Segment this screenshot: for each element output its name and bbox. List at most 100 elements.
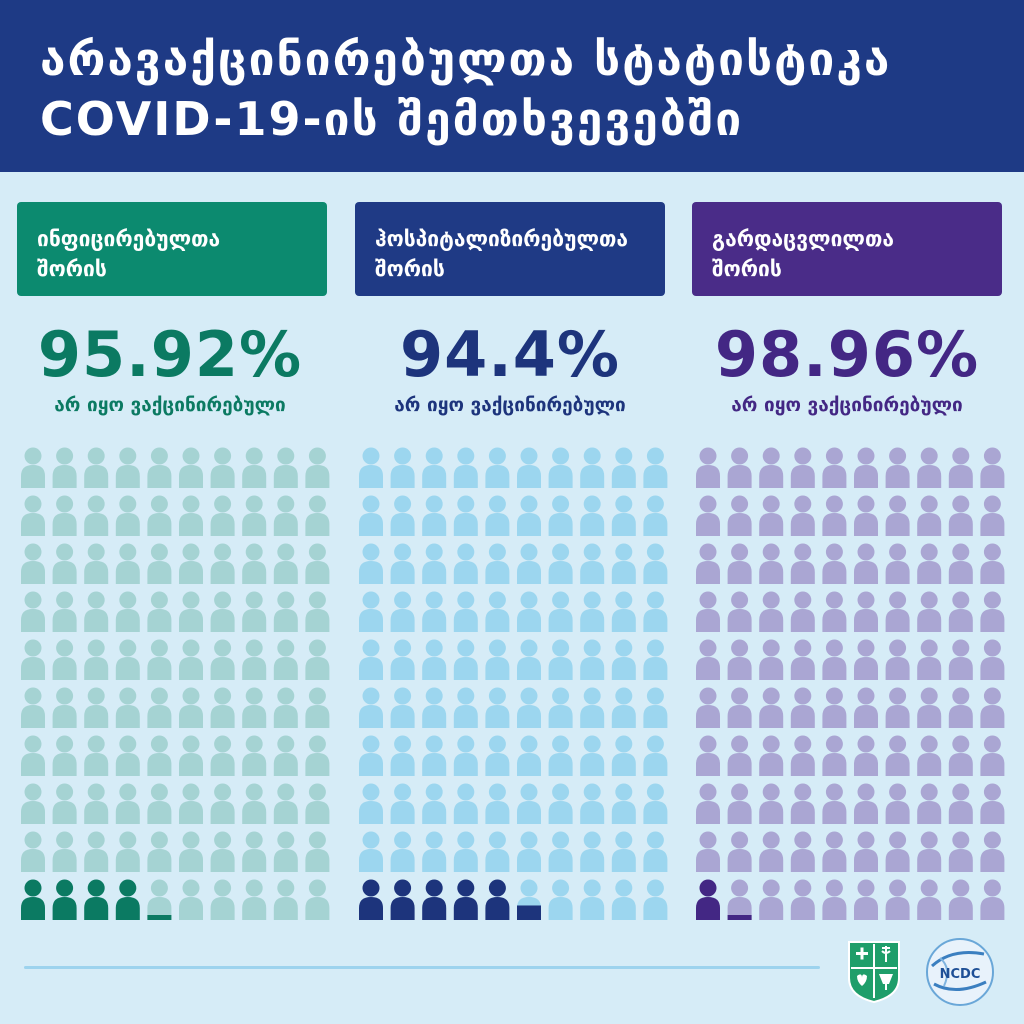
person-icon (696, 735, 720, 776)
person-icon (885, 495, 910, 536)
person-icon (359, 783, 383, 824)
person-icon (822, 831, 847, 872)
person-icon (885, 879, 910, 920)
person-icon (210, 639, 235, 680)
person-icon (453, 495, 478, 536)
person-icon (885, 639, 910, 680)
title-banner: არავაქცინირებულთა სტატისტიკა COVID-19-ის… (0, 0, 1024, 172)
person-icon (210, 879, 235, 920)
person-icon (759, 495, 784, 536)
person-icon (422, 879, 447, 920)
person-icon (980, 831, 1005, 872)
person-icon (611, 735, 636, 776)
person-icon (390, 543, 415, 584)
person-icon (147, 783, 172, 824)
person-icon (84, 495, 109, 536)
person-icon (390, 591, 415, 632)
person-icon (21, 687, 45, 728)
person-icon (948, 639, 973, 680)
person-icon (147, 687, 172, 728)
person-icon (854, 543, 878, 584)
person-icon (611, 495, 636, 536)
panel-label-line-1: ჰოსპიტალიზირებულთა (375, 227, 629, 251)
person-icon (790, 783, 815, 824)
person-icon (179, 591, 203, 632)
person-icon (759, 831, 784, 872)
person-icon (210, 735, 235, 776)
person-icon (390, 735, 415, 776)
person-icon (948, 783, 973, 824)
person-icon (242, 879, 267, 920)
person-icon (727, 783, 752, 824)
person-icon (696, 639, 720, 680)
person-icon (52, 735, 77, 776)
person-icon (822, 687, 847, 728)
person-icon (242, 543, 267, 584)
panel-label-line-1: ინფიცირებულთა (37, 227, 221, 251)
person-icon (948, 495, 973, 536)
person-icon (917, 783, 942, 824)
person-icon (580, 783, 605, 824)
person-icon (917, 879, 942, 920)
person-icon (580, 495, 605, 536)
person-icon (359, 831, 383, 872)
person-icon (21, 495, 45, 536)
person-icon (759, 735, 784, 776)
pictogram-hospitalized (359, 447, 668, 920)
person-icon (242, 639, 267, 680)
person-icon (854, 879, 878, 920)
person-icon (854, 639, 878, 680)
person-icon (359, 591, 383, 632)
partial-person-fill (727, 915, 752, 920)
person-icon (759, 447, 784, 488)
person-icon (115, 735, 140, 776)
person-icon (305, 591, 330, 632)
person-icon (305, 735, 330, 776)
person-icon (305, 687, 330, 728)
person-icon (696, 687, 720, 728)
person-icon (179, 735, 203, 776)
person-icon (21, 543, 45, 584)
person-icon (305, 543, 330, 584)
person-icon (643, 735, 668, 776)
person-icon (643, 687, 668, 728)
person-icon (948, 543, 973, 584)
person-icon (917, 687, 942, 728)
person-icon (611, 783, 636, 824)
person-icon (390, 447, 415, 488)
person-icon (115, 639, 140, 680)
person-icon (548, 591, 573, 632)
person-icon (359, 447, 383, 488)
person-icon (759, 783, 784, 824)
person-icon (179, 639, 203, 680)
person-icon (759, 543, 784, 584)
person-icon (727, 735, 752, 776)
person-icon (84, 639, 109, 680)
person-icon (980, 879, 1005, 920)
person-icon (759, 687, 784, 728)
person-icon (242, 495, 267, 536)
person-icon (696, 831, 720, 872)
person-icon (643, 831, 668, 872)
note-deceased: არ იყო ვაქცინირებული (731, 394, 963, 416)
person-icon (422, 447, 447, 488)
person-icon (580, 543, 605, 584)
person-icon (917, 591, 942, 632)
person-icon (179, 495, 203, 536)
person-icon (147, 447, 172, 488)
person-icon (611, 879, 636, 920)
person-icon (273, 639, 298, 680)
person-icon (179, 783, 203, 824)
person-icon (147, 735, 172, 776)
partial-person-fill (517, 905, 541, 920)
person-icon (822, 447, 847, 488)
person-icon (21, 879, 45, 920)
person-icon (727, 879, 752, 920)
person-icon (611, 543, 636, 584)
person-icon (52, 543, 77, 584)
panel-label-line-2: შორის (712, 257, 782, 281)
person-icon (980, 687, 1005, 728)
person-icon (359, 879, 383, 920)
person-icon (822, 639, 847, 680)
person-icon (854, 591, 878, 632)
